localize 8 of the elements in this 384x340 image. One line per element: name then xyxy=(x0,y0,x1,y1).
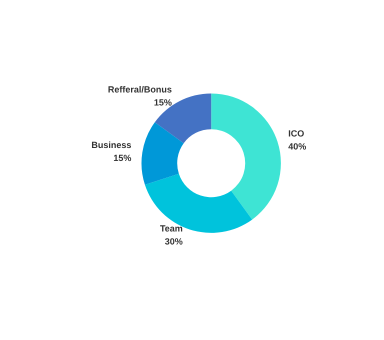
data-label: 15% xyxy=(113,152,132,163)
slice-label: ICO xyxy=(288,128,304,138)
data-label: 30% xyxy=(164,236,183,247)
slice-label: Refferal/Bonus xyxy=(108,84,172,94)
slice-label: Business xyxy=(91,140,132,150)
slice-label: Team xyxy=(160,224,183,234)
data-label: 15% xyxy=(154,97,172,108)
data-label: 40% xyxy=(288,141,306,152)
